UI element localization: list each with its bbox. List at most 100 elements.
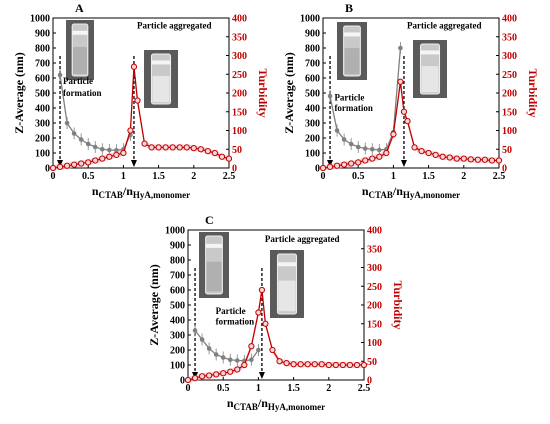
panel-letter: C (205, 213, 214, 227)
arrow-head (258, 372, 265, 379)
turbidity-point (49, 164, 57, 172)
y-tick-label: 900 (305, 29, 320, 40)
z-average-point (64, 120, 70, 126)
y2-tick-label: 150 (232, 107, 247, 118)
z-average-point (334, 128, 340, 133)
turbidity-point (191, 375, 199, 382)
turbidity-band (188, 287, 364, 383)
z-average-point (348, 141, 354, 147)
turbidity-point (113, 151, 120, 158)
y-tick-label: 300 (35, 119, 50, 130)
turbidity-point (341, 161, 348, 168)
y-tick-label: 500 (170, 301, 185, 312)
x-tick-label: 1 (256, 383, 261, 394)
y2-tick-label: 350 (367, 244, 382, 255)
turbidity-point (362, 157, 369, 164)
annotation: formation (63, 88, 102, 98)
x-tick-label: 0 (51, 171, 56, 182)
turbidity-point (297, 361, 304, 368)
x-tick-label: 2 (191, 171, 196, 182)
turbidity-point (355, 159, 362, 166)
turbidity-point (390, 131, 397, 138)
turbidity-point (234, 366, 241, 373)
y-tick-label: 800 (170, 256, 185, 267)
y2-tick-label: 300 (232, 51, 247, 62)
y2-tick-label: 150 (367, 319, 382, 330)
y2-tick-label: 400 (367, 226, 382, 237)
z-average-point (92, 144, 98, 150)
y-tick-label: 100 (170, 361, 185, 372)
y2-tick-label: 0 (367, 376, 372, 387)
y2-tick-label: 200 (367, 301, 382, 312)
x-tick-label: 1.5 (152, 171, 165, 182)
y2-tick-label: 350 (232, 32, 247, 43)
arrow-head (57, 160, 64, 167)
x-tick-label: 2 (326, 383, 331, 394)
y-tick-label: 100 (35, 149, 50, 160)
vial-photo (270, 250, 304, 318)
turbidity-point (369, 155, 376, 162)
z-average-point (234, 358, 240, 363)
vial-photo (337, 22, 367, 80)
y-tick-label: 300 (305, 119, 320, 130)
z-average-point (199, 337, 205, 342)
turbidity-point (283, 360, 290, 367)
vial-meniscus (151, 60, 171, 65)
turbidity-point (148, 144, 155, 151)
turbidity-point (255, 309, 262, 316)
vial-photo (413, 40, 447, 98)
turbidity-point (92, 157, 99, 164)
x-axis-label-part: n (92, 184, 99, 198)
z-average-point (213, 352, 219, 357)
z-average-point (369, 146, 375, 152)
z-average-point (71, 131, 77, 136)
turbidity-point (439, 153, 446, 160)
vial-photo (66, 20, 94, 80)
x-axis-label-part: HyA,monomer (133, 190, 190, 200)
y2-tick-label: 250 (367, 282, 382, 293)
y2-tick-label: 200 (502, 89, 517, 100)
y-tick-label: 500 (35, 89, 50, 100)
panel-c: C010020030040050060070080090010000501001… (147, 213, 405, 412)
vial-liquid (152, 76, 170, 103)
turbidity-point (141, 140, 148, 147)
turbidity-point (127, 127, 134, 134)
x-axis-label-part: CTAB (369, 190, 393, 200)
turbidity-point (333, 162, 341, 169)
y2-tick-label: 150 (502, 107, 517, 118)
turbidity-point (460, 155, 467, 162)
y-tick-label: 700 (170, 271, 185, 282)
y2-tick-label: 50 (367, 357, 377, 368)
turbidity-band (323, 78, 499, 171)
z-average-point (206, 346, 212, 351)
z-average-point (249, 357, 254, 363)
vial-photo (199, 232, 229, 298)
y-tick-label: 0 (315, 164, 320, 175)
vial-meniscus (205, 243, 223, 248)
x-tick-label: 0 (321, 171, 326, 182)
vial-liquid (278, 280, 296, 312)
y-axis-label: Z-Average (nm) (147, 264, 161, 345)
turbidity-point (134, 97, 141, 104)
panel-letter: A (75, 1, 84, 15)
turbidity-point (376, 153, 383, 160)
arrow-head (130, 160, 137, 167)
x-axis-label-part: CTAB (99, 190, 123, 200)
turbidity-point (332, 361, 339, 369)
turbidity-point (258, 286, 266, 294)
turbidity-point (311, 361, 318, 368)
turbidity-point (346, 361, 354, 369)
z-average-point (57, 72, 63, 78)
x-tick-label: 2.5 (493, 171, 506, 182)
y-tick-label: 400 (305, 104, 320, 115)
x-tick-label: 1 (121, 171, 126, 182)
turbidity-point (225, 155, 233, 162)
x-tick-label: 1.5 (287, 383, 300, 394)
x-axis-label-part: /n (122, 184, 133, 198)
turbidity-point (176, 144, 183, 151)
x-axis-label: nCTAB/nHyA,monomer (227, 396, 325, 412)
turbidity-point (71, 161, 78, 168)
x-axis-label-part: HyA,monomer (268, 402, 325, 412)
turbidity-point (169, 144, 176, 151)
